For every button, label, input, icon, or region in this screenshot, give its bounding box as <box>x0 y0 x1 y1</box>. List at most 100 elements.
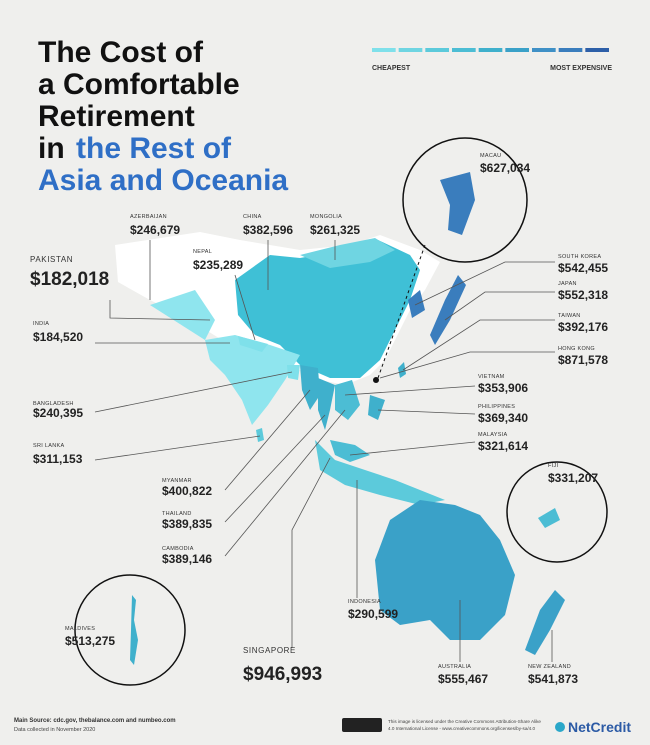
leader-line <box>234 274 256 341</box>
title-line: a Comfortable <box>38 68 240 101</box>
country-cost: $321,614 <box>478 439 528 453</box>
country-name: AZERBAIJAN <box>130 214 167 220</box>
license-part: 4.0 International License - www.creative… <box>388 726 536 731</box>
leader-line <box>94 435 261 461</box>
leader-line <box>414 261 555 306</box>
license-part: This image is licensed under the Creativ… <box>388 719 542 724</box>
country-cost: $552,318 <box>558 288 608 302</box>
leader-line <box>109 300 211 321</box>
country-cost: $392,176 <box>558 320 608 334</box>
country-name: INDIA <box>33 321 49 327</box>
title-line: Retirement <box>38 100 195 133</box>
legend-swatch <box>372 48 396 52</box>
cc-badge <box>342 718 382 732</box>
title-highlight: the Rest of <box>76 132 232 165</box>
japan <box>430 275 466 345</box>
maldives-inset <box>74 574 186 686</box>
title-line: The Cost of <box>38 36 204 69</box>
country-name: SRI LANKA <box>33 443 64 449</box>
country-cost: $331,207 <box>548 471 598 485</box>
country-name: MYANMAR <box>162 478 192 484</box>
philippines <box>368 395 385 420</box>
fiji-inset <box>506 461 608 563</box>
country-cost: $382,596 <box>243 223 293 237</box>
country-cost: $513,275 <box>65 634 115 648</box>
leader-line <box>379 351 555 379</box>
country-cost: $400,822 <box>162 484 212 498</box>
brand: NetCredit <box>568 719 631 735</box>
country-cost: $290,599 <box>348 607 398 621</box>
leader-line <box>94 371 293 413</box>
bangladesh <box>287 365 300 380</box>
country-name: MALDIVES <box>65 626 95 632</box>
sri-lanka <box>256 428 264 442</box>
vietnam <box>335 380 360 420</box>
legend-low: CHEAPEST <box>372 65 411 72</box>
malaysia <box>330 440 370 462</box>
country-cost: $353,906 <box>478 381 528 395</box>
country-name: THAILAND <box>162 511 192 517</box>
legend-swatch <box>585 48 609 52</box>
country-name: FIJI <box>548 463 559 469</box>
country-name: JAPAN <box>558 281 577 287</box>
country-cost: $240,395 <box>33 406 83 420</box>
country-name: VIETNAM <box>478 374 505 380</box>
country-cost: $541,873 <box>528 672 578 686</box>
country-name: MALAYSIA <box>478 432 508 438</box>
map <box>74 137 608 686</box>
legend-swatch <box>558 48 583 52</box>
country-name: NEPAL <box>193 249 212 255</box>
leader-line <box>224 389 311 491</box>
leader-line <box>444 291 555 321</box>
legend-swatch <box>505 48 529 52</box>
maldives <box>130 595 138 665</box>
country-name: INDONESIA <box>348 599 381 605</box>
legend-swatch <box>398 48 423 52</box>
leader-line <box>344 385 476 396</box>
title-highlight: Asia and Oceania <box>38 164 288 197</box>
leader-line <box>224 409 346 557</box>
country-cost: $261,325 <box>310 223 360 237</box>
legend-swatch <box>425 48 449 52</box>
country-name: AUSTRALIA <box>438 664 471 670</box>
country-cost: $369,340 <box>478 411 528 425</box>
country-cost: $182,018 <box>30 269 109 290</box>
leader-line <box>377 409 476 415</box>
mongolia <box>300 238 395 268</box>
country-name: SOUTH KOREA <box>558 254 601 260</box>
country-cost: $246,679 <box>130 223 180 237</box>
leader-lines <box>94 240 555 662</box>
country-cost: $946,993 <box>243 664 322 685</box>
macau-inset <box>402 137 528 263</box>
source: Main Source: cdc.gov, thebalance.com and… <box>14 718 176 724</box>
leader-line <box>402 319 555 371</box>
legend-high: MOST EXPENSIVE <box>550 65 612 72</box>
leader-line <box>224 414 326 523</box>
title-line: in <box>38 132 65 165</box>
license: This image is licensed under the Creativ… <box>388 719 542 731</box>
country-name: CAMBODIA <box>162 546 194 552</box>
date: Data collected in November 2020 <box>14 727 95 733</box>
country-name: PAKISTAN <box>30 255 73 264</box>
country-cost: $627,034 <box>480 161 530 175</box>
leader-line <box>291 457 331 648</box>
country-name: PHILIPPINES <box>478 404 515 410</box>
brand-logo <box>555 722 565 732</box>
legend-swatch <box>478 48 503 52</box>
indonesia <box>315 440 445 505</box>
country-cost: $555,467 <box>438 672 488 686</box>
australia <box>375 500 515 640</box>
myanmar <box>300 365 320 410</box>
country-name: MONGOLIA <box>310 214 342 220</box>
legend-swatch <box>452 48 476 52</box>
labels: PAKISTAN $182,018 INDIA $184,520 AZERBAIJAN $… <box>30 153 608 686</box>
thailand <box>318 378 335 430</box>
country-name: MACAU <box>480 153 501 159</box>
legend-swatch <box>532 48 556 52</box>
country-name: HONG KONG <box>558 346 595 352</box>
country-cost: $871,578 <box>558 353 608 367</box>
country-name: BANGLADESH <box>33 401 74 407</box>
macau <box>440 172 475 235</box>
